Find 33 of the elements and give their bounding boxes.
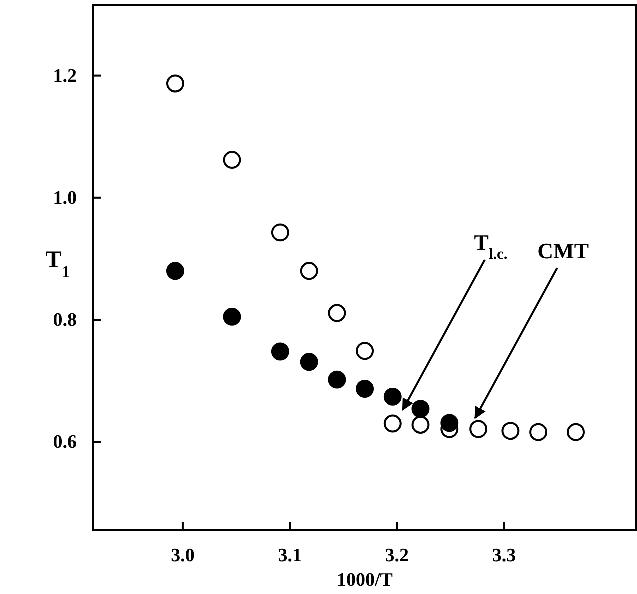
point [412,416,430,434]
y-axis-title: T$_{1}$ [46,248,70,281]
point [384,388,402,406]
point [223,308,242,326]
annotation: T$_{l.c.}$ [474,230,508,262]
annotation: CMT [538,238,590,264]
y-tick-label: 1.2 [53,66,77,87]
x-tick-label: 3.3 [492,545,516,566]
point [412,400,430,418]
point [328,304,346,322]
point [223,151,242,170]
y-tick-label: 1.0 [53,188,77,209]
point [470,420,488,438]
point [271,342,290,361]
point [300,262,318,280]
point [530,423,548,442]
y-tick-label: 0.6 [53,432,77,454]
point [440,414,459,432]
point [166,262,184,280]
point [328,370,346,389]
y-tick-label: 0.8 [53,310,77,332]
x-tick-label: 3.2 [385,545,410,566]
point [271,224,290,242]
point [356,342,374,360]
point [502,422,520,440]
x-tick-label: 3.1 [278,545,302,566]
point [166,74,184,93]
point [567,423,586,442]
x-tick-label: 3.0 [171,545,195,566]
point [300,353,318,372]
point [356,380,374,398]
x-axis-title: 1000/T [337,570,394,591]
point [384,414,402,433]
